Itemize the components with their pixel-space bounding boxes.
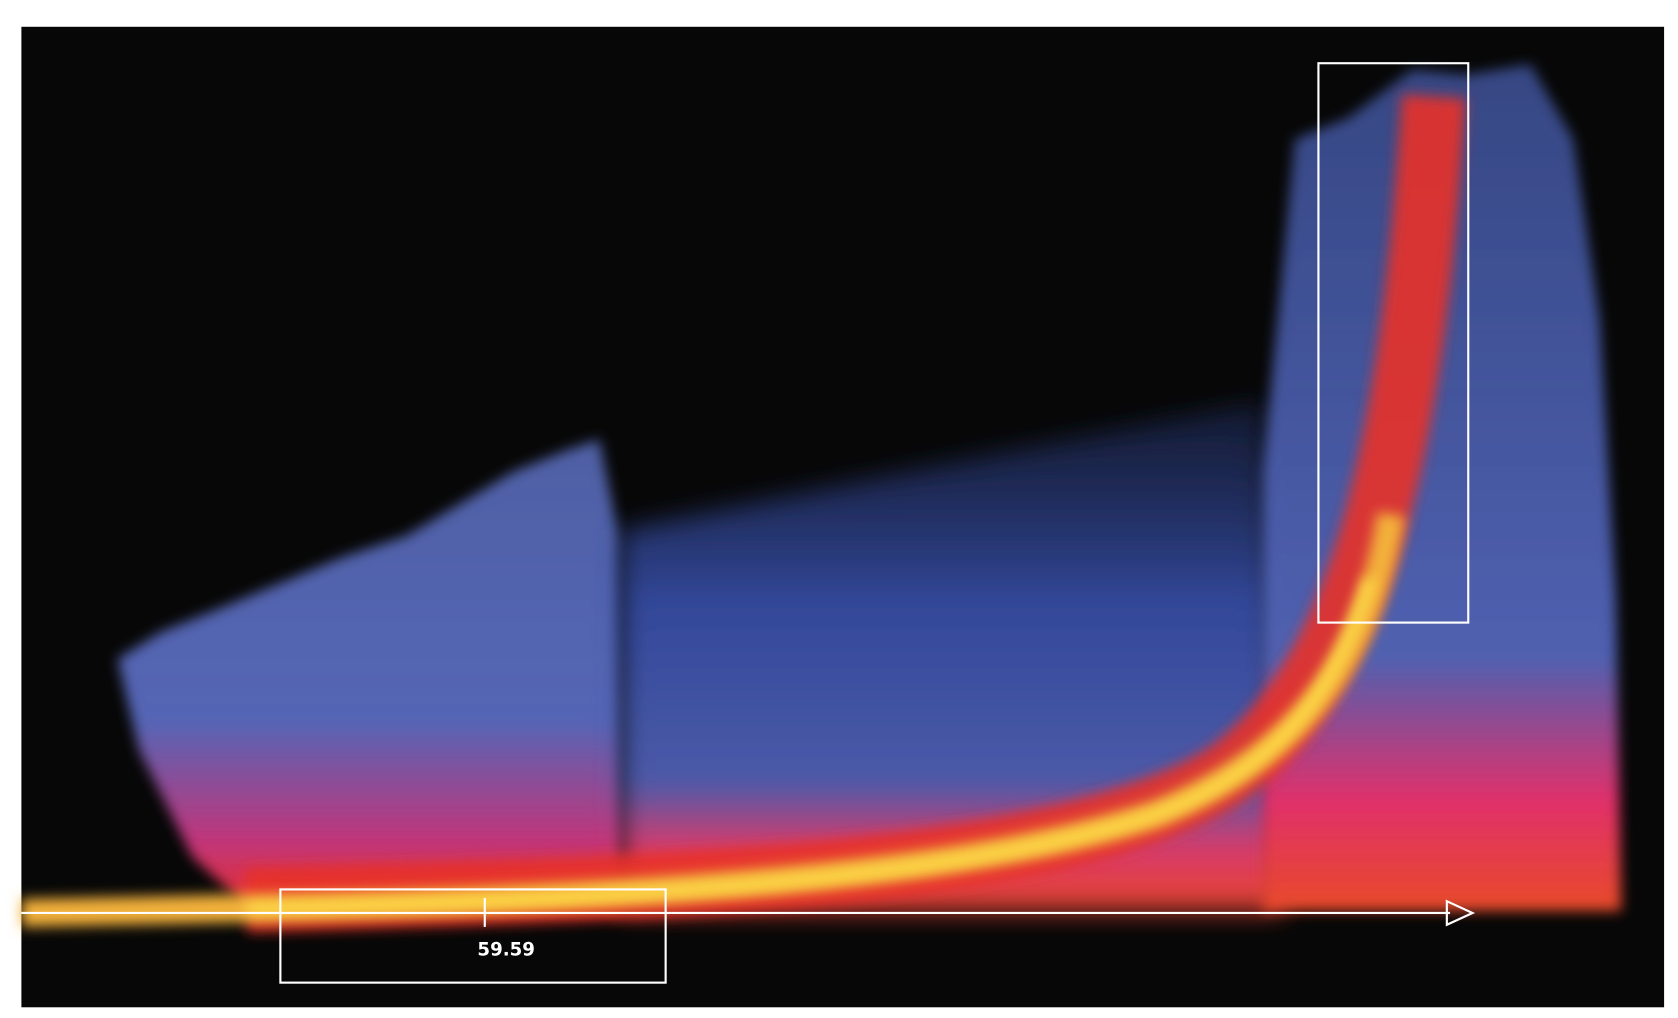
selection-box xyxy=(1317,62,1470,624)
marker-label: 59.59 xyxy=(477,939,534,960)
density-field xyxy=(21,64,1622,933)
middle-band xyxy=(620,401,1285,911)
selection-box xyxy=(279,888,667,984)
yellow-core xyxy=(246,577,1375,915)
axis-arrow xyxy=(1445,899,1476,927)
left-fan xyxy=(117,439,621,911)
right-fan xyxy=(1262,64,1622,911)
